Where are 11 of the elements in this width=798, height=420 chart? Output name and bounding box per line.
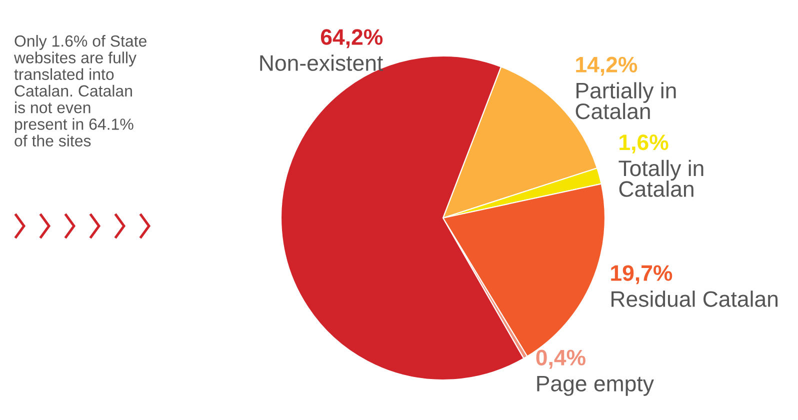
- data-label: 64,2%: [320, 29, 383, 48]
- slice-label: Partially in Catalan: [576, 82, 676, 120]
- data-label: 19,7%: [611, 265, 672, 284]
- slice-label: Totally in Catalan: [618, 160, 704, 197]
- slice-label: Residual Catalan: [612, 290, 778, 307]
- slice-label: Non-existent: [260, 54, 384, 71]
- data-label: 1,6%: [620, 134, 668, 154]
- data-label: 14,2%: [576, 56, 638, 76]
- data-label: 0,4%: [536, 350, 586, 369]
- text: Only 1.6% of State websites are fully translated into Catalan. Catalan is not even present in 64.1% of the sites: [14, 35, 146, 146]
- slice-label: Page empty: [537, 376, 654, 396]
